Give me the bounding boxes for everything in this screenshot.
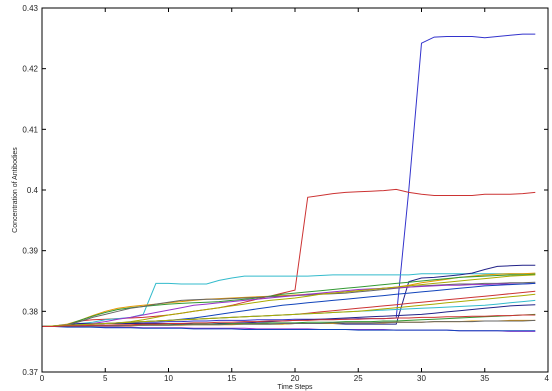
y-tick-label: 0.4 [27, 186, 39, 195]
series-lines [41, 33, 536, 332]
series-line [42, 314, 536, 327]
x-tick-label: 15 [227, 374, 236, 383]
y-tick-label: 0.43 [22, 4, 38, 13]
x-tick-label: 10 [164, 374, 173, 383]
x-tick-label: 25 [354, 374, 363, 383]
y-tick-label: 0.37 [22, 368, 38, 377]
x-axis-label: Time Steps [277, 384, 313, 391]
x-tick-label: 35 [480, 374, 489, 383]
x-tick-label: 0 [40, 374, 45, 383]
x-tick-label: 5 [103, 374, 108, 383]
y-tick-label: 0.42 [22, 65, 38, 74]
x-tick-label: 4 [545, 374, 550, 383]
series-line [42, 326, 536, 332]
y-tick-label: 0.41 [22, 125, 38, 134]
series-line [41, 273, 536, 327]
series-line [42, 319, 536, 327]
y-tick-label: 0.39 [22, 247, 38, 256]
y-tick-label: 0.38 [22, 307, 38, 316]
series-line [41, 293, 536, 327]
x-tick-label: 30 [417, 374, 426, 383]
y-axis-label: Concentration of Antibodies [12, 147, 19, 233]
axis-ticks: 0 5 10 15 20 25 30 35 4 0.37 0.38 0.39 0.4 0.41 0.42 0.… [22, 4, 549, 383]
series-line [41, 282, 536, 327]
x-tick-label: 20 [291, 374, 300, 383]
